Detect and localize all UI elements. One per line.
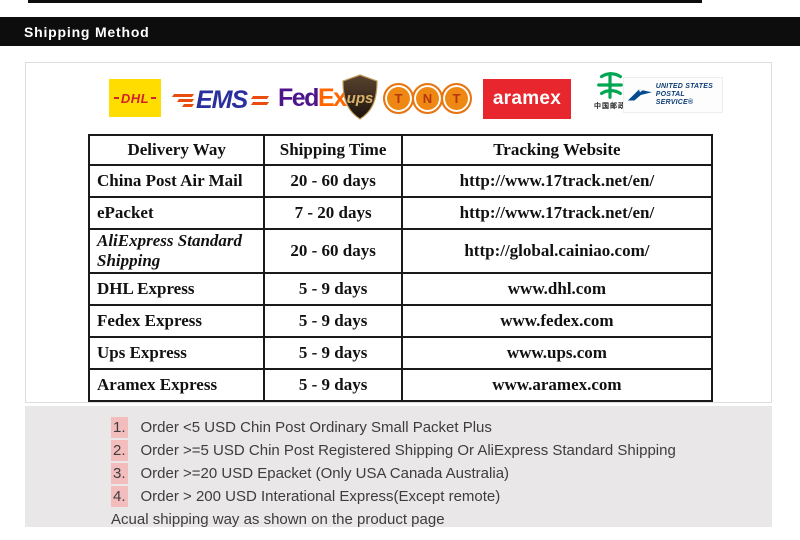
fedex-logo-fed: Fed xyxy=(278,84,319,112)
notes-footer-text: Acual shipping way as shown on the produ… xyxy=(111,511,445,528)
ems-stripes-icon xyxy=(251,95,270,105)
fedex-logo-ex: Ex xyxy=(317,84,347,112)
shipping-time-cell: 20 - 60 days xyxy=(263,228,403,274)
ups-shield-icon: ups xyxy=(342,74,378,120)
tracking-website-cell: www.dhl.com xyxy=(400,272,714,306)
dhl-dash-left xyxy=(113,97,119,99)
note-number-badge: 4. xyxy=(111,486,128,507)
tnt-letter: N xyxy=(422,91,433,106)
top-border-strip xyxy=(28,0,702,3)
svg-text:ups: ups xyxy=(347,90,374,107)
title-bar: Shipping Method xyxy=(0,17,800,46)
tracking-website-cell: http://global.cainiao.com/ xyxy=(400,228,714,274)
table-row: ePacket 7 - 20 days http://www.17track.n… xyxy=(87,196,714,230)
table-row: DHL Express 5 - 9 days www.dhl.com xyxy=(87,272,714,306)
tracking-website-cell: http://www.17track.net/en/ xyxy=(400,164,714,198)
delivery-way-cell: Fedex Express xyxy=(87,304,266,338)
table-header-row: Delivery Way Shipping Time Tracking Webs… xyxy=(87,134,714,166)
tracking-website-cell: http://www.17track.net/en/ xyxy=(400,196,714,230)
column-header-shipping-time: Shipping Time xyxy=(263,134,403,166)
shipping-time-cell: 5 - 9 days xyxy=(263,304,403,338)
fedex-logo: FedEx xyxy=(278,84,347,113)
shipping-time-cell: 5 - 9 days xyxy=(263,336,403,370)
order-notes-panel: 1. Order <5 USD Chin Post Ordinary Small… xyxy=(25,406,772,528)
tracking-website-cell: www.aramex.com xyxy=(400,368,714,402)
delivery-way-cell: Aramex Express xyxy=(87,368,266,402)
table-row: Fedex Express 5 - 9 days www.fedex.com xyxy=(87,304,714,338)
note-item: 4. Order > 200 USD Interational Express(… xyxy=(111,486,772,507)
usps-line2: POSTAL SERVICE® xyxy=(655,91,694,106)
china-post-emblem-icon xyxy=(597,72,623,99)
table-row: Aramex Express 5 - 9 days www.aramex.com xyxy=(87,368,714,402)
aramex-logo: aramex xyxy=(483,79,571,119)
note-item: 3. Order >=20 USD Epacket (Only USA Cana… xyxy=(111,463,772,484)
usps-eagle-icon xyxy=(627,89,652,101)
note-number-badge: 2. xyxy=(111,440,128,461)
note-number-badge: 1. xyxy=(111,417,128,438)
china-post-label: 中国邮政 xyxy=(594,103,626,110)
aramex-logo-text: aramex xyxy=(492,88,562,109)
delivery-way-cell: ePacket xyxy=(87,196,266,230)
note-text: Order <5 USD Chin Post Ordinary Small Pa… xyxy=(140,419,492,436)
delivery-way-cell: Ups Express xyxy=(87,336,266,370)
ems-logo: EMS xyxy=(171,86,270,114)
note-text: Order >=20 USD Epacket (Only USA Canada … xyxy=(140,465,510,482)
shipping-table: Delivery Way Shipping Time Tracking Webs… xyxy=(87,134,714,402)
shipping-info-panel: DHL EMS FedEx ups T N T aramex xyxy=(25,62,772,403)
shipping-time-cell: 5 - 9 days xyxy=(263,368,403,402)
tnt-logo: T N T xyxy=(383,83,472,114)
table-row: AliExpress Standard Shipping 20 - 60 day… xyxy=(87,228,714,274)
dhl-logo-text: DHL xyxy=(120,90,150,106)
ems-logo-text: EMS xyxy=(196,86,248,114)
note-item: 2. Order >=5 USD Chin Post Registered Sh… xyxy=(111,440,772,461)
table-row: Ups Express 5 - 9 days www.ups.com xyxy=(87,336,714,370)
tnt-circle-1: T xyxy=(383,83,414,114)
usps-wordmark: UNITED STATES POSTAL SERVICE® xyxy=(656,83,719,107)
tnt-circle-2: N xyxy=(412,83,443,114)
shipping-time-cell: 5 - 9 days xyxy=(263,272,403,306)
tnt-letter: T xyxy=(452,91,461,106)
note-number-badge: 3. xyxy=(111,463,128,484)
page-title: Shipping Method xyxy=(24,23,150,40)
tracking-website-cell: www.fedex.com xyxy=(400,304,714,338)
note-text: Order > 200 USD Interational Express(Exc… xyxy=(140,488,501,505)
delivery-way-cell: China Post Air Mail xyxy=(87,164,266,198)
shipping-time-cell: 7 - 20 days xyxy=(263,196,403,230)
table-row: China Post Air Mail 20 - 60 days http://… xyxy=(87,164,714,198)
ems-flag-icon xyxy=(171,93,195,107)
usps-logo: UNITED STATES POSTAL SERVICE® xyxy=(623,77,723,113)
delivery-way-cell: AliExpress Standard Shipping xyxy=(87,228,266,274)
tnt-letter: T xyxy=(394,91,403,106)
dhl-dash-right xyxy=(151,97,157,99)
dhl-logo: DHL xyxy=(109,79,161,117)
delivery-way-cell: DHL Express xyxy=(87,272,266,306)
shipping-time-cell: 20 - 60 days xyxy=(263,164,403,198)
note-item: 1. Order <5 USD Chin Post Ordinary Small… xyxy=(111,417,772,438)
usps-line1: UNITED STATES xyxy=(655,83,713,90)
note-text: Order >=5 USD Chin Post Registered Shipp… xyxy=(140,442,676,459)
column-header-tracking-website: Tracking Website xyxy=(400,134,714,166)
tnt-circle-3: T xyxy=(441,83,472,114)
ups-logo: ups xyxy=(342,74,378,125)
column-header-delivery-way: Delivery Way xyxy=(87,134,266,166)
china-post-logo: 中国邮政 xyxy=(582,70,638,111)
tracking-website-cell: www.ups.com xyxy=(400,336,714,370)
